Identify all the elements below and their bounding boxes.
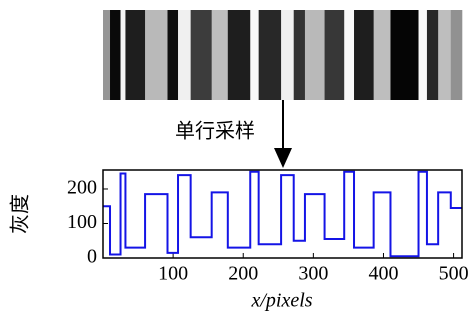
stripe [390, 10, 418, 100]
stripe [145, 10, 168, 100]
stripe-image [103, 10, 462, 100]
stripe [344, 10, 354, 100]
y-tick-label: 100 [67, 211, 97, 233]
figure: 单行采样 灰度 x/pixels 100 200 300 400 500 0 100 200 [0, 0, 475, 320]
x-tick-label: 500 [439, 263, 469, 285]
x-axis-label: x/pixels [250, 290, 312, 312]
stripe [294, 10, 306, 100]
x-tick-label: 100 [158, 263, 188, 285]
annotation: 单行采样 [175, 120, 255, 143]
stripe [250, 10, 259, 100]
stripe [212, 10, 228, 100]
y-axis-label: 灰度 [9, 194, 32, 234]
y-tick-label: 200 [67, 177, 97, 199]
stripe [168, 10, 179, 100]
stripe [103, 10, 110, 100]
stripe [374, 10, 391, 100]
stripe [110, 10, 121, 100]
x-tick-label: 200 [228, 263, 258, 285]
stripe [325, 10, 345, 100]
stripe [259, 10, 282, 100]
plot-area: 100 200 300 400 500 0 100 200 [67, 170, 469, 285]
stripe [419, 10, 428, 100]
stripe [125, 10, 145, 100]
stripe [121, 10, 126, 100]
stripe [427, 10, 439, 100]
stripe [451, 10, 463, 100]
x-tick-label: 300 [298, 263, 328, 285]
stripe [438, 10, 451, 100]
stripe [191, 10, 212, 100]
stripe [305, 10, 325, 100]
stripe [281, 10, 294, 100]
y-tick-label: 0 [87, 246, 97, 268]
arrow-head [274, 148, 292, 168]
plot-frame [103, 170, 462, 258]
x-tick-label: 400 [368, 263, 398, 285]
stripe [178, 10, 191, 100]
stripe [354, 10, 374, 100]
data-line [103, 172, 462, 257]
stripe [228, 10, 251, 100]
